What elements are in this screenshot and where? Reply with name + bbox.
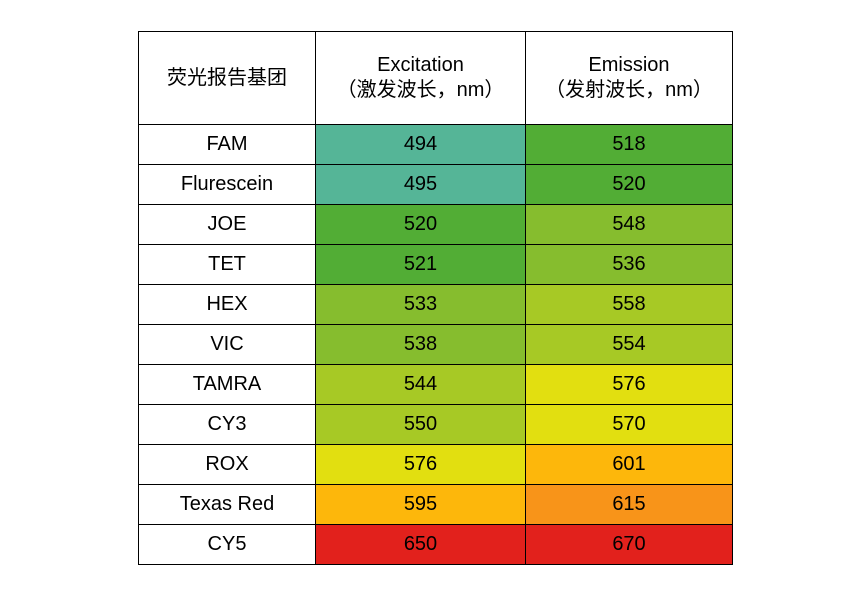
- excitation-cell: 538: [315, 324, 526, 365]
- table-row: CY3 550 570: [138, 404, 733, 445]
- emission-cell: 670: [525, 524, 733, 565]
- emission-cell: 615: [525, 484, 733, 525]
- table-row: HEX 533 558: [138, 284, 733, 325]
- header-reporter-group-label: 荧光报告基团: [167, 66, 287, 89]
- excitation-cell: 521: [315, 244, 526, 285]
- excitation-cell: 533: [315, 284, 526, 325]
- header-emission-unit: （发射波长，nm）: [545, 79, 713, 101]
- table-row: Texas Red 595 615: [138, 484, 733, 525]
- emission-cell: 558: [525, 284, 733, 325]
- excitation-cell: 544: [315, 364, 526, 405]
- header-reporter-group: 荧光报告基团: [138, 31, 316, 125]
- excitation-cell: 650: [315, 524, 526, 565]
- table-row: VIC 538 554: [138, 324, 733, 365]
- header-excitation: Excitation （激发波长，nm）: [315, 31, 526, 125]
- excitation-cell: 520: [315, 204, 526, 245]
- table-row: JOE 520 548: [138, 204, 733, 245]
- table-row: TET 521 536: [138, 244, 733, 285]
- dye-name-cell: HEX: [138, 284, 316, 325]
- table-row: FAM 494 518: [138, 124, 733, 165]
- dye-name-cell: CY5: [138, 524, 316, 565]
- table-header-row: 荧光报告基团 Excitation （激发波长，nm） Emission （发射…: [138, 31, 733, 125]
- excitation-cell: 550: [315, 404, 526, 445]
- dye-name-cell: ROX: [138, 444, 316, 485]
- dye-name-cell: JOE: [138, 204, 316, 245]
- header-emission-title: Emission: [588, 54, 670, 76]
- emission-cell: 576: [525, 364, 733, 405]
- dye-name-cell: CY3: [138, 404, 316, 445]
- excitation-cell: 595: [315, 484, 526, 525]
- table-row: TAMRA 544 576: [138, 364, 733, 405]
- dye-name-cell: Texas Red: [138, 484, 316, 525]
- dye-name-cell: Flurescein: [138, 164, 316, 205]
- emission-cell: 520: [525, 164, 733, 205]
- dye-name-cell: FAM: [138, 124, 316, 165]
- dye-name-cell: TET: [138, 244, 316, 285]
- table-row: CY5 650 670: [138, 524, 733, 565]
- header-excitation-unit: （激发波长，nm）: [336, 79, 505, 101]
- emission-cell: 536: [525, 244, 733, 285]
- dye-name-cell: TAMRA: [138, 364, 316, 405]
- dye-name-cell: VIC: [138, 324, 316, 365]
- excitation-cell: 576: [315, 444, 526, 485]
- emission-cell: 570: [525, 404, 733, 445]
- fluorophore-table: 荧光报告基团 Excitation （激发波长，nm） Emission （发射…: [138, 31, 733, 565]
- header-excitation-title: Excitation: [377, 54, 464, 76]
- excitation-cell: 495: [315, 164, 526, 205]
- header-emission: Emission （发射波长，nm）: [525, 31, 733, 125]
- table-body: FAM 494 518 Flurescein 495 520 JOE 520 5…: [138, 124, 733, 565]
- table-row: ROX 576 601: [138, 444, 733, 485]
- table-row: Flurescein 495 520: [138, 164, 733, 205]
- emission-cell: 554: [525, 324, 733, 365]
- excitation-cell: 494: [315, 124, 526, 165]
- emission-cell: 518: [525, 124, 733, 165]
- emission-cell: 548: [525, 204, 733, 245]
- emission-cell: 601: [525, 444, 733, 485]
